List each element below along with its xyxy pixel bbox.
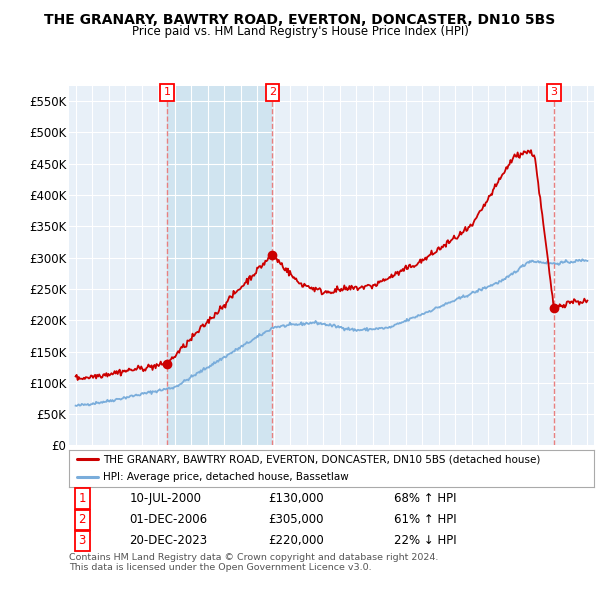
Text: 68% ↑ HPI: 68% ↑ HPI bbox=[395, 492, 457, 505]
Text: HPI: Average price, detached house, Bassetlaw: HPI: Average price, detached house, Bass… bbox=[103, 471, 349, 481]
Bar bbox=[167, 86, 272, 445]
Text: This data is licensed under the Open Government Licence v3.0.: This data is licensed under the Open Gov… bbox=[69, 563, 371, 572]
Text: THE GRANARY, BAWTRY ROAD, EVERTON, DONCASTER, DN10 5BS (detached house): THE GRANARY, BAWTRY ROAD, EVERTON, DONCA… bbox=[103, 454, 541, 464]
Text: 3: 3 bbox=[550, 87, 557, 97]
Text: 3: 3 bbox=[79, 535, 86, 548]
Text: 61% ↑ HPI: 61% ↑ HPI bbox=[395, 513, 457, 526]
Text: £130,000: £130,000 bbox=[269, 492, 324, 505]
Text: 1: 1 bbox=[163, 87, 170, 97]
Text: Contains HM Land Registry data © Crown copyright and database right 2024.: Contains HM Land Registry data © Crown c… bbox=[69, 553, 439, 562]
Text: 01-DEC-2006: 01-DEC-2006 bbox=[130, 513, 208, 526]
Text: 2: 2 bbox=[79, 513, 86, 526]
Text: 2: 2 bbox=[269, 87, 276, 97]
Text: 22% ↓ HPI: 22% ↓ HPI bbox=[395, 535, 457, 548]
Text: Price paid vs. HM Land Registry's House Price Index (HPI): Price paid vs. HM Land Registry's House … bbox=[131, 25, 469, 38]
Text: 20-DEC-2023: 20-DEC-2023 bbox=[130, 535, 208, 548]
Text: THE GRANARY, BAWTRY ROAD, EVERTON, DONCASTER, DN10 5BS: THE GRANARY, BAWTRY ROAD, EVERTON, DONCA… bbox=[44, 13, 556, 27]
Text: 10-JUL-2000: 10-JUL-2000 bbox=[130, 492, 202, 505]
Text: 1: 1 bbox=[79, 492, 86, 505]
Text: £305,000: £305,000 bbox=[269, 513, 324, 526]
Text: £220,000: £220,000 bbox=[269, 535, 324, 548]
